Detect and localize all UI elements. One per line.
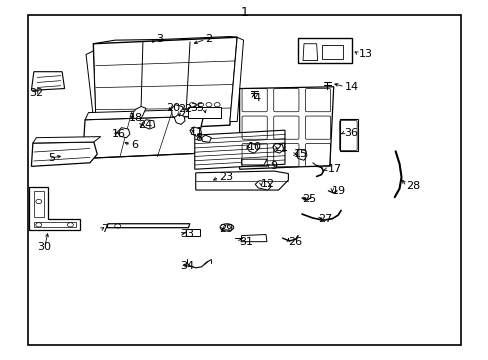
Polygon shape: [31, 72, 64, 90]
Text: 10: 10: [247, 142, 261, 152]
Text: 24: 24: [138, 121, 152, 130]
Text: 25: 25: [302, 194, 316, 204]
Polygon shape: [31, 142, 97, 166]
Polygon shape: [171, 105, 184, 118]
Text: 21: 21: [273, 143, 287, 153]
Text: 27: 27: [317, 214, 331, 224]
Text: 7: 7: [101, 225, 107, 234]
Polygon shape: [241, 234, 266, 242]
Polygon shape: [34, 191, 43, 217]
Text: 14: 14: [344, 82, 358, 92]
Polygon shape: [33, 136, 101, 143]
Text: 34: 34: [180, 261, 194, 271]
Polygon shape: [118, 128, 130, 138]
Polygon shape: [34, 222, 76, 227]
Ellipse shape: [220, 224, 233, 231]
Text: 8: 8: [195, 133, 203, 143]
Bar: [187, 107, 221, 118]
Text: 18: 18: [128, 113, 142, 123]
Polygon shape: [85, 109, 209, 120]
Text: 23: 23: [219, 172, 233, 182]
Polygon shape: [195, 171, 288, 190]
Polygon shape: [339, 119, 357, 151]
Text: 9: 9: [269, 161, 276, 171]
Text: 28: 28: [406, 181, 420, 192]
Text: 20: 20: [166, 103, 180, 113]
Polygon shape: [241, 159, 266, 165]
Text: 1: 1: [240, 6, 248, 19]
Bar: [185, 229, 199, 235]
Text: 22: 22: [178, 104, 192, 114]
Text: 32: 32: [29, 88, 43, 98]
Polygon shape: [93, 37, 237, 132]
Polygon shape: [246, 143, 258, 153]
Text: 19: 19: [331, 186, 346, 197]
Polygon shape: [82, 116, 203, 158]
Polygon shape: [229, 37, 243, 122]
Polygon shape: [174, 115, 184, 125]
Polygon shape: [303, 44, 317, 60]
Polygon shape: [295, 149, 306, 160]
Polygon shape: [201, 135, 211, 142]
Text: 15: 15: [294, 149, 307, 159]
Text: 29: 29: [219, 225, 233, 234]
Polygon shape: [194, 130, 285, 169]
Polygon shape: [321, 45, 342, 59]
Text: 36: 36: [343, 128, 357, 138]
Text: 31: 31: [239, 237, 253, 247]
Text: 16: 16: [112, 129, 125, 139]
Polygon shape: [142, 120, 155, 129]
Bar: [298, 38, 351, 63]
Text: 3: 3: [156, 35, 163, 44]
Polygon shape: [272, 143, 283, 153]
Text: 33: 33: [180, 229, 194, 239]
Polygon shape: [189, 127, 201, 136]
Polygon shape: [239, 87, 333, 169]
Text: 26: 26: [288, 237, 302, 247]
Polygon shape: [86, 51, 96, 117]
Polygon shape: [255, 181, 271, 190]
Text: 13: 13: [358, 49, 372, 59]
Text: 35: 35: [190, 103, 204, 113]
Text: 6: 6: [131, 140, 138, 150]
Polygon shape: [107, 224, 189, 228]
Bar: [27, 15, 461, 345]
Text: 2: 2: [205, 35, 212, 44]
Text: 11: 11: [189, 127, 203, 136]
Text: 5: 5: [48, 153, 55, 163]
Text: 4: 4: [253, 93, 260, 103]
Polygon shape: [29, 187, 80, 230]
Text: 17: 17: [327, 164, 341, 174]
Text: 30: 30: [38, 242, 51, 252]
Text: 12: 12: [261, 179, 275, 189]
Polygon shape: [133, 107, 146, 118]
